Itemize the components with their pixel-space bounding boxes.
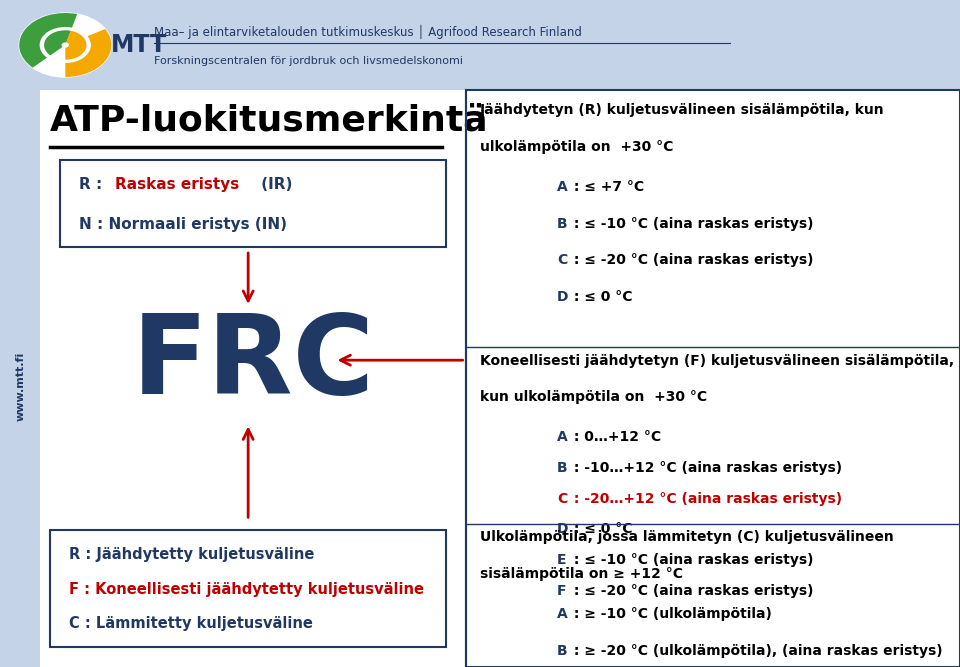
Text: : -10…+12 °C (aina raskas eristys): : -10…+12 °C (aina raskas eristys): [569, 461, 843, 475]
Text: : ≤ +7 °C: : ≤ +7 °C: [569, 180, 644, 194]
Text: Jäähdytetyn (R) kuljetusvälineen sisälämpötila, kun: Jäähdytetyn (R) kuljetusvälineen sisäläm…: [480, 103, 884, 117]
Text: : ≤ 0 °C: : ≤ 0 °C: [569, 522, 633, 536]
Text: E: E: [557, 553, 566, 567]
Text: C: C: [557, 253, 567, 267]
Text: : ≤ -20 °C (aina raskas eristys): : ≤ -20 °C (aina raskas eristys): [569, 253, 814, 267]
Text: C: C: [557, 492, 567, 506]
Text: Koneellisesti jäähdytetyn (F) kuljetusvälineen sisälämpötila,: Koneellisesti jäähdytetyn (F) kuljetusvä…: [480, 354, 954, 368]
Text: : -20…+12 °C (aina raskas eristys): : -20…+12 °C (aina raskas eristys): [569, 492, 843, 506]
Text: : 0…+12 °C: : 0…+12 °C: [569, 430, 661, 444]
Text: A: A: [557, 607, 567, 621]
Text: kun ulkolämpötila on  +30 °C: kun ulkolämpötila on +30 °C: [480, 390, 708, 404]
Text: D: D: [557, 522, 568, 536]
Text: (IR): (IR): [256, 177, 293, 191]
Text: B: B: [557, 461, 567, 475]
Text: F: F: [557, 584, 566, 598]
Text: www.mtt.fi: www.mtt.fi: [15, 352, 25, 422]
Text: ATP-luokitusmerkintä: ATP-luokitusmerkintä: [50, 103, 489, 137]
Text: : ≥ -10 °C (ulkolämpötila): : ≥ -10 °C (ulkolämpötila): [569, 607, 772, 621]
Text: ulkolämpötila on  +30 °C: ulkolämpötila on +30 °C: [480, 140, 673, 154]
Text: : ≥ -20 °C (ulkolämpötila), (aina raskas eristys): : ≥ -20 °C (ulkolämpötila), (aina raskas…: [569, 644, 943, 658]
Text: B: B: [557, 217, 567, 231]
Text: R :: R :: [79, 177, 108, 191]
Bar: [0, 0, 960, 90]
Text: Maa– ja elintarviketalouden tutkimuskeskus │ Agrifood Research Finland: Maa– ja elintarviketalouden tutkimuskesk…: [154, 25, 582, 39]
Text: FRC: FRC: [132, 310, 374, 417]
Text: F : Koneellisesti jäähdytetty kuljetusväline: F : Koneellisesti jäähdytetty kuljetusvä…: [69, 582, 424, 596]
Circle shape: [19, 13, 111, 77]
Text: : ≤ 0 °C: : ≤ 0 °C: [569, 290, 633, 304]
Text: Forskningscentralen för jordbruk och livsmedelskonomi: Forskningscentralen för jordbruk och liv…: [154, 56, 463, 66]
Text: : ≤ -20 °C (aina raskas eristys): : ≤ -20 °C (aina raskas eristys): [569, 584, 814, 598]
Text: A: A: [557, 180, 567, 194]
Bar: [466, 90, 960, 667]
Text: R : Jäähdytetty kuljetusväline: R : Jäähdytetty kuljetusväline: [69, 547, 315, 562]
Text: D: D: [557, 290, 568, 304]
Text: sisälämpötila on ≥ +12 °C: sisälämpötila on ≥ +12 °C: [480, 567, 683, 581]
Wedge shape: [44, 30, 71, 55]
Circle shape: [40, 27, 90, 63]
Bar: [50, 530, 446, 647]
Text: N : Normaali eristys (IN): N : Normaali eristys (IN): [79, 217, 287, 231]
Text: C : Lämmitetty kuljetusväline: C : Lämmitetty kuljetusväline: [69, 616, 313, 631]
Wedge shape: [87, 29, 111, 45]
Bar: [0, 90, 40, 667]
Text: A: A: [557, 430, 567, 444]
Wedge shape: [19, 13, 77, 67]
Text: : ≤ -10 °C (aina raskas eristys): : ≤ -10 °C (aina raskas eristys): [569, 553, 814, 567]
Bar: [60, 160, 446, 247]
Text: Ulkolämpötila, jossa lämmitetyn (C) kuljetusvälineen: Ulkolämpötila, jossa lämmitetyn (C) kulj…: [480, 530, 894, 544]
Text: B: B: [557, 644, 567, 658]
Wedge shape: [65, 45, 111, 77]
Wedge shape: [65, 31, 86, 60]
Text: MTT: MTT: [110, 33, 166, 57]
Text: : ≤ -10 °C (aina raskas eristys): : ≤ -10 °C (aina raskas eristys): [569, 217, 814, 231]
Text: Raskas eristys: Raskas eristys: [115, 177, 239, 191]
